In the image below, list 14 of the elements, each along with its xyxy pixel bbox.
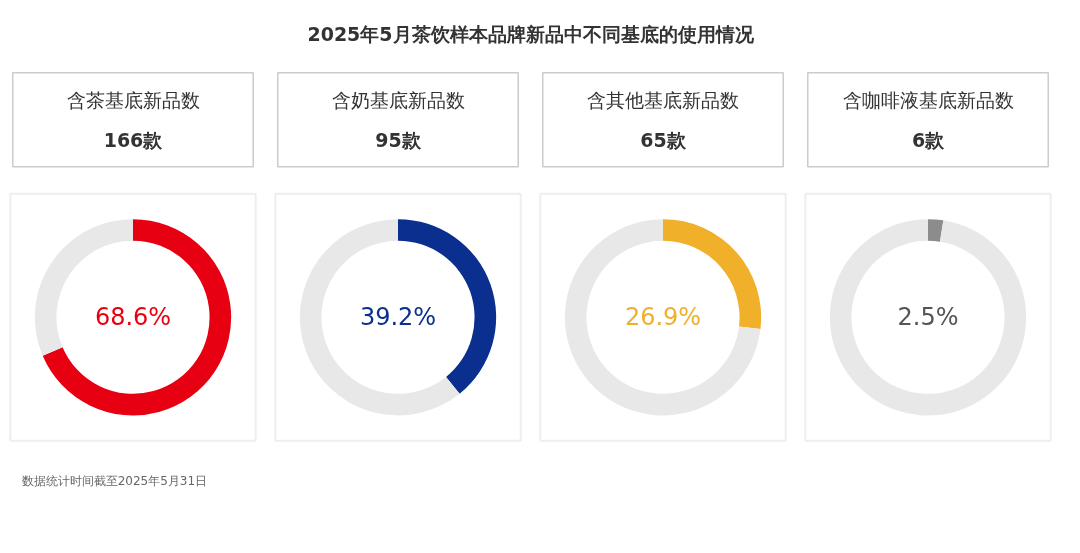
chart-title: 含奶基底新品数 <box>331 89 465 112</box>
chart-title: 含咖啡液基底新品数 <box>842 89 1014 112</box>
text: 39.2% <box>359 303 437 332</box>
chart-subtitle: 95款 <box>375 128 422 151</box>
text: 68.6% <box>94 303 172 332</box>
chart-title: 含其他基底新品数 <box>587 89 739 112</box>
text: 数据统计时间截至2025年5月31日 <box>21 473 208 488</box>
chart-subtitle: 6款 <box>911 128 946 151</box>
chart-subtitle: 65款 <box>640 128 687 151</box>
text: 2025年5月茶饮样本品牌新品中不同基底的使用情况 <box>307 22 755 45</box>
chart-subtitle: 166款 <box>103 128 164 151</box>
text: 2.5% <box>897 303 959 332</box>
chart-title: 含茶基底新品数 <box>66 89 200 112</box>
text: 26.9% <box>624 303 702 332</box>
